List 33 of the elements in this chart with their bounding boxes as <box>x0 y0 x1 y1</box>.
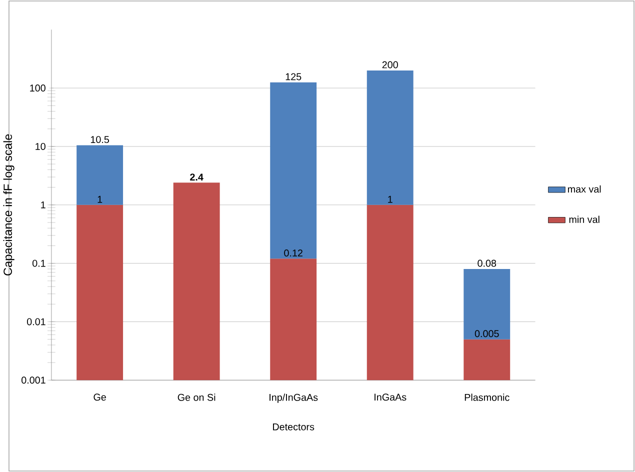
x-tick-label: Inp/InGaAs <box>270 394 318 403</box>
y-tick-label: 0.1 <box>32 260 46 267</box>
bar <box>464 268 510 340</box>
data-label: 1 <box>98 196 102 203</box>
y-tick-label: 0.01 <box>27 318 46 326</box>
y-tick-label: 100 <box>30 84 46 92</box>
total-label: 125 <box>286 73 302 80</box>
total-label: 10.5 <box>90 136 110 144</box>
bar <box>76 204 124 380</box>
bar <box>270 82 317 259</box>
bar <box>173 182 220 380</box>
total-label: 200 <box>382 61 398 68</box>
legend-label: max val <box>568 185 601 193</box>
bar <box>366 70 414 205</box>
data-label: 0.12 <box>284 250 302 257</box>
x-tick-label: Ge on Si <box>178 394 216 401</box>
bar <box>270 258 317 380</box>
total-label: 2.4 <box>190 174 204 180</box>
x-axis-title: Detectors <box>273 423 314 430</box>
legend-label: min val <box>569 216 600 223</box>
bar <box>76 145 124 205</box>
x-tick-label: Plasmonic <box>464 394 510 401</box>
x-tick-label: Ge <box>94 394 106 401</box>
y-tick-label: 1 <box>41 201 46 208</box>
y-tick-label: 0.001 <box>22 376 46 384</box>
x-tick-label: InGaAs <box>374 394 406 401</box>
bar <box>366 204 414 380</box>
bar <box>464 339 510 380</box>
data-label: 1 <box>388 196 392 203</box>
y-tick-label: 10 <box>36 142 46 150</box>
data-label: 0.005 <box>474 330 499 338</box>
total-label: 0.08 <box>478 260 496 267</box>
y-axis-title: Capacitance in fF log scale <box>3 134 14 276</box>
